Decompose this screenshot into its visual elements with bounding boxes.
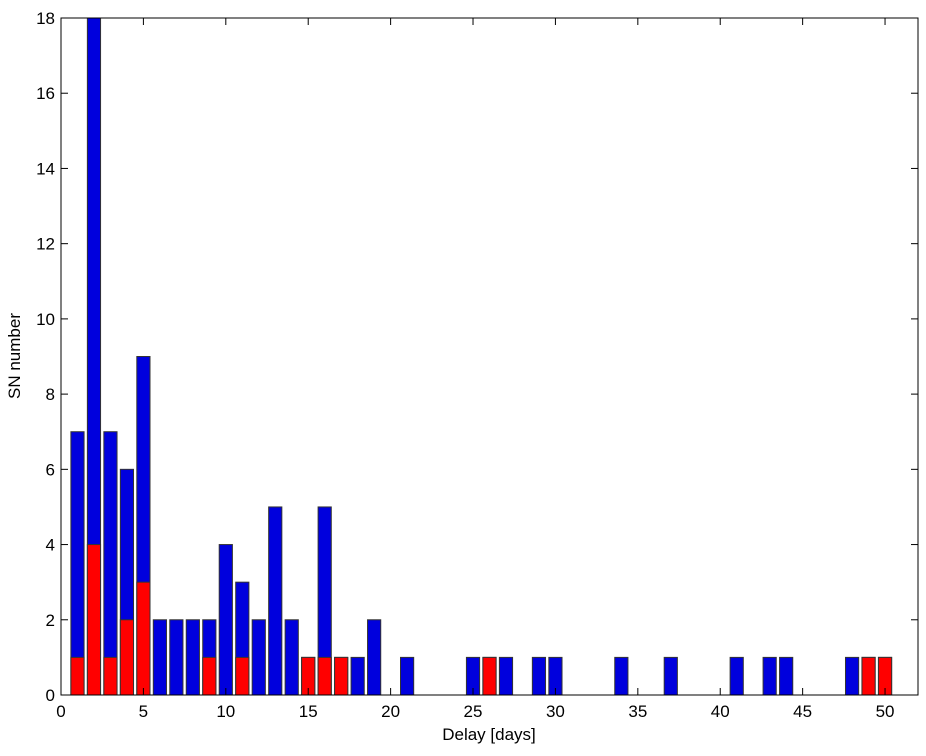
y-tick-label: 16	[36, 84, 55, 103]
y-tick-label: 4	[46, 536, 55, 555]
bar	[844, 656, 860, 696]
x-tick-label: 15	[299, 702, 318, 721]
x-tick-label: 20	[381, 702, 400, 721]
x-tick-label: 50	[876, 702, 895, 721]
y-tick-label: 2	[46, 611, 55, 630]
x-tick-label: 0	[56, 702, 65, 721]
bar	[103, 431, 118, 696]
bar	[235, 656, 250, 696]
bar	[861, 656, 876, 696]
bar	[119, 619, 135, 696]
bar	[185, 619, 200, 696]
y-tick-label: 18	[36, 9, 55, 28]
bar	[531, 656, 547, 696]
y-tick-label: 10	[36, 310, 55, 329]
y-tick-label: 8	[46, 385, 55, 404]
bar	[400, 656, 415, 696]
x-tick-label: 45	[793, 702, 812, 721]
bar	[367, 619, 382, 696]
bar	[762, 656, 777, 696]
bar	[779, 656, 794, 696]
x-tick-label: 5	[139, 702, 148, 721]
y-tick-label: 0	[46, 686, 55, 705]
y-tick-label: 12	[36, 235, 55, 254]
bar	[103, 656, 118, 696]
x-tick-label: 10	[216, 702, 235, 721]
bar	[498, 656, 514, 696]
bar	[152, 619, 167, 696]
bar	[350, 656, 365, 696]
bar	[86, 544, 102, 696]
bar	[334, 656, 349, 696]
x-tick-label: 35	[628, 702, 647, 721]
y-tick-label: 14	[36, 159, 55, 178]
bar	[202, 656, 217, 696]
x-tick-label: 25	[464, 702, 483, 721]
bar	[482, 656, 497, 696]
x-tick-label: 40	[711, 702, 730, 721]
bar	[268, 506, 283, 696]
bar	[136, 581, 151, 696]
bar	[251, 619, 266, 696]
bar	[729, 656, 744, 696]
plot-frame	[60, 17, 919, 696]
bar	[218, 544, 233, 696]
bar	[317, 656, 332, 696]
bar	[284, 619, 299, 696]
bar	[663, 656, 678, 696]
x-tick-label: 30	[546, 702, 565, 721]
bar	[70, 656, 85, 696]
bar	[70, 431, 85, 696]
bar	[614, 656, 629, 696]
y-axis-label: SN number	[5, 313, 24, 399]
x-axis-label: Delay [days]	[442, 725, 536, 744]
y-tick-label: 6	[46, 460, 55, 479]
bar	[169, 619, 184, 696]
